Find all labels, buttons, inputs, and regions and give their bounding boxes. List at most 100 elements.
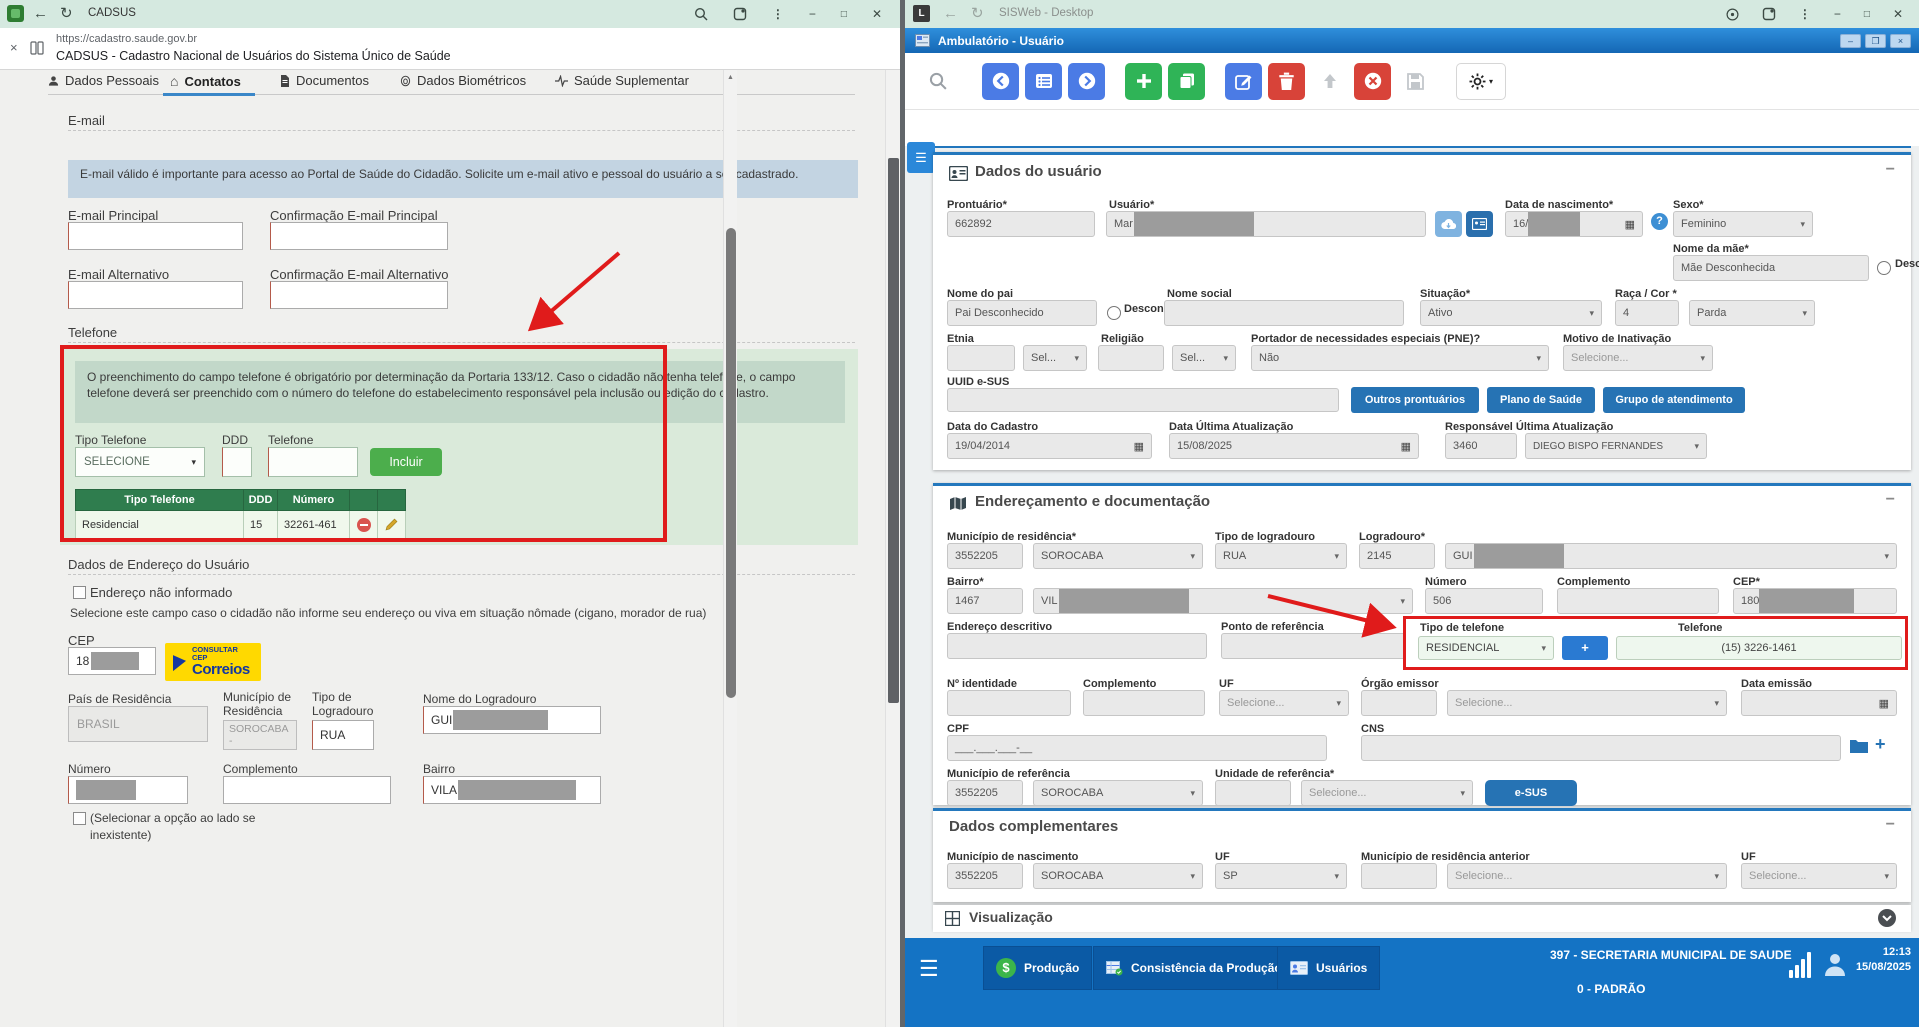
municipio-anterior-select[interactable]: Selecione... ▾: [1447, 863, 1727, 889]
etnia-code-input[interactable]: [947, 345, 1015, 371]
etnia-select[interactable]: Sel... ▾: [1023, 345, 1087, 371]
cns-input[interactable]: [1361, 735, 1841, 761]
pne-select[interactable]: Não ▾: [1251, 345, 1549, 371]
uuid-esus-input[interactable]: [947, 388, 1339, 412]
sidebar-hamburger-button[interactable]: ☰: [907, 142, 935, 173]
page-url[interactable]: https://cadastro.saude.gov.br: [56, 33, 198, 45]
responsavel-select[interactable]: DIEGO BISPO FERNANDES ▾: [1525, 433, 1707, 459]
browser-scrollbar[interactable]: [885, 70, 900, 1027]
close-button[interactable]: ✕: [1892, 7, 1903, 21]
settings-dropdown-button[interactable]: ▾: [1456, 62, 1506, 100]
bairro-select[interactable]: VIL ▾: [1033, 588, 1413, 614]
raca-code-input[interactable]: 4: [1615, 300, 1679, 326]
browser-scrollbar-thumb[interactable]: [888, 158, 899, 703]
numero-input[interactable]: 506: [1425, 588, 1543, 614]
data-atualizacao-input[interactable]: 15/08/2025 ▦: [1169, 433, 1419, 459]
logradouro-code[interactable]: 2145: [1359, 543, 1435, 569]
cpf-input[interactable]: ___.___.___-__: [947, 735, 1327, 761]
delete-row-icon[interactable]: [349, 510, 378, 539]
edit-record-button[interactable]: [1225, 62, 1262, 100]
unidade-referencia-select[interactable]: Selecione... ▾: [1301, 780, 1473, 806]
edit-row-icon[interactable]: [377, 510, 406, 539]
folder-icon[interactable]: [1849, 738, 1869, 754]
email-conf-alternativo-input[interactable]: [270, 281, 448, 309]
tab-documentos[interactable]: Documentos: [280, 73, 369, 88]
menu-hamburger-button[interactable]: ☰: [919, 956, 939, 981]
add-cns-icon[interactable]: +: [1875, 734, 1886, 754]
app-close-button[interactable]: ×: [1890, 33, 1911, 48]
complemento-input[interactable]: [1557, 588, 1719, 614]
municipio-anterior-code[interactable]: [1361, 863, 1437, 889]
account-icon[interactable]: [1726, 7, 1739, 21]
bottom-tab-consistencia[interactable]: Consistência da Produção: [1093, 946, 1295, 990]
help-icon[interactable]: ?: [1651, 213, 1668, 230]
sexo-select[interactable]: Feminino ▾: [1673, 211, 1813, 237]
app-minimize-button[interactable]: –: [1840, 33, 1861, 48]
identidade-input[interactable]: [947, 690, 1071, 716]
religiao-code-input[interactable]: [1098, 345, 1164, 371]
tipo-logradouro-input[interactable]: RUA: [312, 720, 374, 750]
refresh-icon[interactable]: ↻: [60, 5, 73, 22]
new-record-button[interactable]: [1125, 62, 1162, 100]
raca-select[interactable]: Parda ▾: [1689, 300, 1815, 326]
data-nascimento-input[interactable]: 16/ ▦: [1505, 211, 1643, 237]
tipo-telefone-select[interactable]: SELECIONE ▾: [75, 447, 205, 477]
next-record-button[interactable]: [1068, 62, 1105, 100]
tab-dados-pessoais[interactable]: Dados Pessoais: [48, 73, 159, 88]
back-icon[interactable]: ←: [943, 5, 958, 22]
calendar-icon[interactable]: ▦: [1878, 697, 1889, 710]
email-conf-principal-input[interactable]: [270, 222, 448, 250]
mae-desconhecida-radio[interactable]: [1877, 261, 1891, 275]
search-button[interactable]: [919, 63, 956, 100]
municipio-nascimento-code[interactable]: 3552205: [947, 863, 1023, 889]
list-records-button[interactable]: [1025, 62, 1062, 100]
nome-social-input[interactable]: [1164, 300, 1404, 326]
nome-logradouro-input[interactable]: GUI: [423, 706, 601, 734]
esus-button[interactable]: e-SUS: [1485, 780, 1577, 806]
municipio-referencia-select[interactable]: SOROCABA ▾: [1033, 780, 1203, 806]
email-principal-input[interactable]: [68, 222, 243, 250]
bottom-tab-usuarios[interactable]: Usuários: [1277, 946, 1381, 990]
orgao-emissor-input[interactable]: [1361, 690, 1437, 716]
pai-desconhecido-radio[interactable]: [1107, 306, 1121, 320]
tab-contatos[interactable]: ⌂ Contatos: [170, 73, 241, 89]
maximize-button[interactable]: □: [840, 8, 847, 20]
inner-scrollbar-thumb[interactable]: [726, 228, 736, 698]
telefone-input[interactable]: [268, 447, 358, 477]
uf-nascimento-select[interactable]: SP ▾: [1215, 863, 1347, 889]
religiao-select[interactable]: Sel... ▾: [1172, 345, 1236, 371]
outros-prontuarios-button[interactable]: Outros prontuários: [1351, 387, 1479, 413]
app-restore-button[interactable]: ❐: [1865, 33, 1886, 48]
usuario-input[interactable]: Mar: [1106, 211, 1426, 237]
cep-input[interactable]: 180: [1733, 588, 1897, 614]
collapse-section-button[interactable]: −: [1885, 161, 1895, 178]
id-card-button[interactable]: [1466, 211, 1493, 237]
uf-anterior-select[interactable]: Selecione... ▾: [1741, 863, 1897, 889]
extensions-icon[interactable]: [1762, 7, 1776, 21]
previous-record-button[interactable]: [982, 62, 1019, 100]
ddd-input[interactable]: [222, 447, 252, 477]
endereco-nao-informado-checkbox[interactable]: [73, 586, 86, 599]
nome-pai-input[interactable]: Pai Desconhecido: [947, 300, 1097, 326]
close-page-icon[interactable]: ×: [10, 40, 18, 55]
menu-kebab-icon[interactable]: ⋮: [771, 7, 784, 21]
consultar-cep-correios-button[interactable]: CONSULTAR CEP Correios: [165, 643, 261, 681]
responsavel-code-input[interactable]: 3460: [1445, 433, 1517, 459]
search-icon[interactable]: [694, 7, 708, 21]
add-phone-button[interactable]: +: [1562, 636, 1608, 660]
user-icon[interactable]: [1821, 950, 1849, 978]
save-record-button[interactable]: [1397, 63, 1434, 100]
numero-input[interactable]: [68, 776, 188, 804]
cep-input[interactable]: 18: [68, 647, 156, 675]
municipio-referencia-code[interactable]: 3552205: [947, 780, 1023, 806]
data-emissao-input[interactable]: ▦: [1741, 690, 1897, 716]
maximize-button[interactable]: □: [1863, 8, 1870, 20]
split-view-icon[interactable]: [30, 41, 44, 55]
refresh-icon[interactable]: ↻: [971, 5, 984, 22]
minimize-button[interactable]: −: [808, 7, 816, 21]
grupo-atendimento-button[interactable]: Grupo de atendimento: [1603, 387, 1745, 413]
extensions-icon[interactable]: [733, 7, 747, 21]
calendar-icon[interactable]: ▦: [1400, 440, 1411, 453]
orgao-emissor-select[interactable]: Selecione... ▾: [1447, 690, 1727, 716]
situacao-select[interactable]: Ativo ▾: [1420, 300, 1602, 326]
